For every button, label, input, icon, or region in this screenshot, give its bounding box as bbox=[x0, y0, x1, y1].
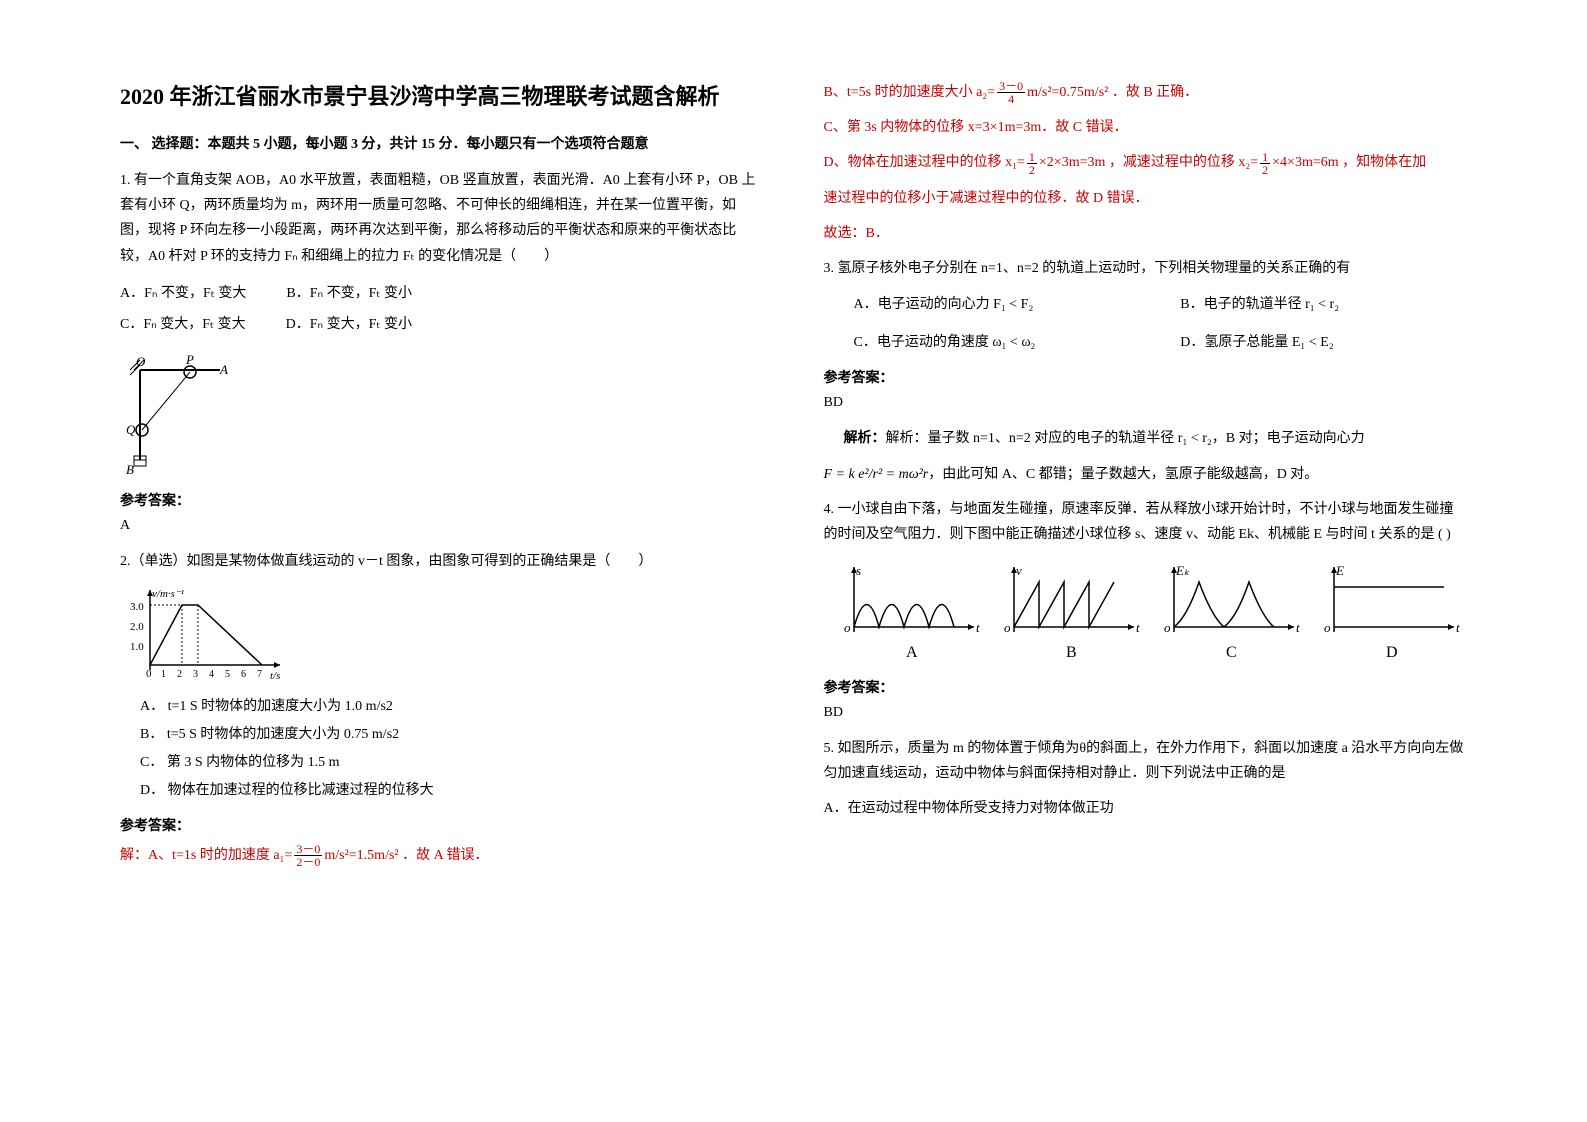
q2-chart: 3.0 2.0 1.0 0 1 2 3 4 5 6 7 t/s v/m·s⁻¹ bbox=[120, 585, 290, 685]
svg-text:4: 4 bbox=[209, 669, 214, 680]
q2-final: 故选：B． bbox=[824, 221, 1468, 246]
q2-sol-b: B、t=5s 时的加速度大小 a₂=3－04m/s²=0.75m/s² ．故 B… bbox=[824, 80, 1468, 105]
svg-text:o: o bbox=[1164, 620, 1171, 635]
svg-text:0: 0 bbox=[146, 668, 152, 680]
q3-explain1: 解析：解析：量子数 n=1、n=2 对应的电子的轨道半径 r₁ < r₂，B 对… bbox=[844, 426, 1468, 451]
svg-text:2.0: 2.0 bbox=[130, 621, 144, 633]
q1-opt-c: C．Fₙ 变大，Fₜ 变大 bbox=[120, 310, 246, 341]
q2-sol-a: 解：A、t=1s 时的加速度 a₁=3－02－0m/s²=1.5m/s² ．故 … bbox=[120, 843, 764, 868]
svg-text:t: t bbox=[1456, 620, 1460, 635]
right-column: B、t=5s 时的加速度大小 a₂=3－04m/s²=0.75m/s² ．故 B… bbox=[794, 80, 1488, 1082]
q5-opt-a: A．在运动过程中物体所受支持力对物体做正功 bbox=[824, 796, 1468, 821]
svg-text:t: t bbox=[1296, 620, 1300, 635]
svg-text:t: t bbox=[976, 620, 980, 635]
q2-text: 2.（单选）如图是某物体做直线运动的 v－t 图象，由图象可得到的正确结果是（ … bbox=[120, 549, 764, 574]
svg-text:B: B bbox=[126, 462, 134, 477]
q2-opt-b: B． t=5 S 时物体的加速度大小为 0.75 m/s2 bbox=[140, 721, 764, 749]
q3-answer-label: 参考答案： bbox=[824, 367, 1468, 387]
q3-answer: BD bbox=[824, 395, 1468, 411]
q5-text: 5. 如图所示，质量为 m 的物体置于倾角为θ的斜面上，在外力作用下，斜面以加速… bbox=[824, 736, 1468, 786]
q3-opt-c: C．电子运动的角速度 ω₁ < ω₂ bbox=[854, 329, 1141, 357]
q1-opt-d: D．Fₙ 变大，Fₜ 变小 bbox=[286, 310, 412, 341]
q1-answer: A bbox=[120, 518, 764, 534]
svg-text:P: P bbox=[185, 352, 194, 367]
svg-text:C: C bbox=[1226, 644, 1237, 661]
svg-text:A: A bbox=[906, 644, 918, 661]
svg-text:t/s: t/s bbox=[270, 670, 280, 682]
page-title: 2020 年浙江省丽水市景宁县沙湾中学高三物理联考试题含解析 bbox=[120, 80, 764, 113]
section-title: 一、 选择题：本题共 5 小题，每小题 3 分，共计 15 分．每小题只有一个选… bbox=[120, 133, 764, 153]
svg-text:2: 2 bbox=[177, 669, 182, 680]
q3-text: 3. 氢原子核外电子分别在 n=1、n=2 的轨道上运动时，下列相关物理量的关系… bbox=[824, 256, 1468, 281]
q3-options: A．电子运动的向心力 F₁ < F₂ B．电子的轨道半径 r₁ < r₂ C．电… bbox=[854, 291, 1468, 357]
svg-text:s: s bbox=[856, 563, 861, 578]
q2-sol-d: D、物体在加速过程中的位移 x₁=12×2×3m=3m ，减速过程中的位移 x₂… bbox=[824, 150, 1468, 175]
svg-text:3.0: 3.0 bbox=[130, 601, 144, 613]
q2-opt-c: C． 第 3 S 内物体的位移为 1.5 m bbox=[140, 749, 764, 777]
svg-text:o: o bbox=[844, 620, 851, 635]
q1-text: 1. 有一个直角支架 AOB，A0 水平放置，表面粗糙，OB 竖直放置，表面光滑… bbox=[120, 168, 764, 269]
svg-text:v: v bbox=[1016, 563, 1022, 578]
svg-text:5: 5 bbox=[225, 669, 230, 680]
q4-text: 4. 一小球自由下落，与地面发生碰撞，原速率反弹．若从释放小球开始计时，不计小球… bbox=[824, 497, 1468, 547]
q1-opt-a: A．Fₙ 不变，Fₜ 变大 bbox=[120, 279, 246, 310]
q3-opt-a: A．电子运动的向心力 F₁ < F₂ bbox=[854, 291, 1141, 319]
q1-diagram: O P A Q B bbox=[120, 350, 240, 480]
svg-text:1.0: 1.0 bbox=[130, 641, 144, 653]
q2-options: A． t=1 S 时物体的加速度大小为 1.0 m/s2 B． t=5 S 时物… bbox=[140, 693, 764, 805]
svg-text:A: A bbox=[219, 362, 228, 377]
q4-answer: BD bbox=[824, 705, 1468, 721]
svg-text:O: O bbox=[136, 354, 146, 369]
q2-opt-d: D． 物体在加速过程的位移比减速过程的位移大 bbox=[140, 777, 764, 805]
q1-opt-b: B．Fₙ 不变，Fₜ 变小 bbox=[286, 279, 412, 310]
svg-text:Q: Q bbox=[126, 422, 136, 437]
q2-sol-d2: 速过程中的位移小于减速过程中的位移．故 D 错误． bbox=[824, 186, 1468, 211]
q3-explain-formula: F = k e²/r² = mω²r，由此可知 A、C 都错；量子数越大，氢原子… bbox=[824, 462, 1468, 487]
svg-text:B: B bbox=[1066, 644, 1077, 661]
svg-text:D: D bbox=[1386, 644, 1398, 661]
q4-diagram: o s t A o v t B o Eₖ t C bbox=[824, 557, 1464, 667]
svg-text:v/m·s⁻¹: v/m·s⁻¹ bbox=[152, 588, 184, 600]
svg-text:o: o bbox=[1004, 620, 1011, 635]
svg-text:Eₖ: Eₖ bbox=[1175, 563, 1190, 578]
q3-opt-d: D．氢原子总能量 E₁ < E₂ bbox=[1180, 329, 1467, 357]
svg-text:3: 3 bbox=[193, 669, 198, 680]
svg-text:E: E bbox=[1335, 563, 1344, 578]
left-column: 2020 年浙江省丽水市景宁县沙湾中学高三物理联考试题含解析 一、 选择题：本题… bbox=[100, 80, 794, 1082]
q2-answer-label: 参考答案： bbox=[120, 815, 764, 835]
q2-opt-a: A． t=1 S 时物体的加速度大小为 1.0 m/s2 bbox=[140, 693, 764, 721]
svg-text:o: o bbox=[1324, 620, 1331, 635]
svg-text:6: 6 bbox=[241, 669, 246, 680]
q2-sol-c: C、第 3s 内物体的位移 x=3×1m=3m．故 C 错误． bbox=[824, 115, 1468, 140]
q4-answer-label: 参考答案： bbox=[824, 677, 1468, 697]
q1-options: A．Fₙ 不变，Fₜ 变大 B．Fₙ 不变，Fₜ 变小 C．Fₙ 变大，Fₜ 变… bbox=[120, 279, 764, 341]
svg-text:t: t bbox=[1136, 620, 1140, 635]
svg-text:1: 1 bbox=[161, 669, 166, 680]
svg-text:7: 7 bbox=[257, 669, 262, 680]
q3-opt-b: B．电子的轨道半径 r₁ < r₂ bbox=[1180, 291, 1467, 319]
q1-answer-label: 参考答案： bbox=[120, 490, 764, 510]
